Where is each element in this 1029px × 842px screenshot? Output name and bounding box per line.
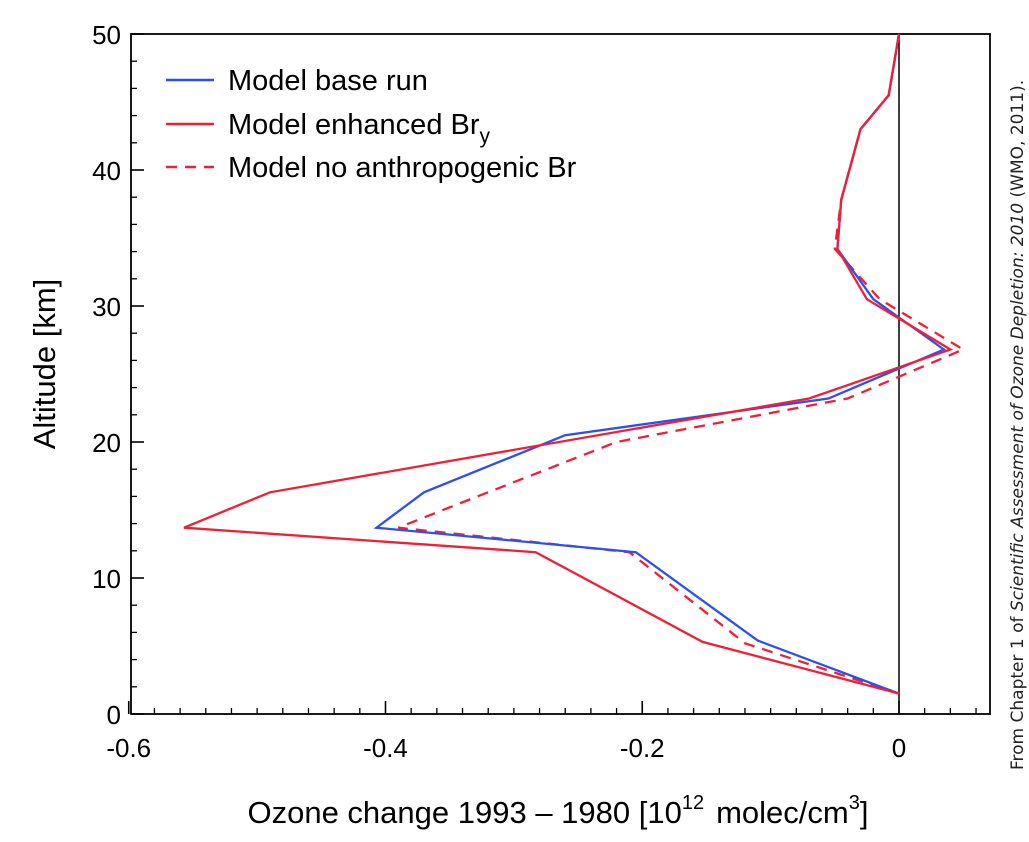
major-ticks bbox=[127, 33, 900, 715]
series-layer bbox=[183, 33, 966, 695]
x-tick-label: 0 bbox=[892, 733, 906, 763]
y-tick-label: 30 bbox=[92, 292, 121, 322]
legend-label-enhanced: Model enhanced Bry bbox=[228, 109, 491, 148]
source-credit: From Chapter 1 of Scientific Assessment … bbox=[1008, 80, 1028, 770]
x-tick-labels: -0.8-0.6-0.4-0.20 bbox=[106, 733, 906, 763]
legend-label-enhanced-sub: y bbox=[480, 125, 491, 148]
x-axis-title-end: ] bbox=[860, 795, 869, 830]
x-tick-label: -0.6 bbox=[106, 733, 151, 763]
x-axis-title-exponent: 12 bbox=[682, 792, 704, 814]
x-tick-label: -0.2 bbox=[620, 733, 665, 763]
x-axis-title: Ozone change 1993 – 1980 [1012 molec/cm3] bbox=[247, 792, 868, 830]
y-axis-title: Altitude [km] bbox=[27, 279, 62, 450]
legend-label-no-anthropogenic: Model no anthropogenic Br bbox=[228, 152, 577, 184]
credit-prefix: From Chapter 1 of bbox=[1008, 611, 1028, 770]
legend-label-base: Model base run bbox=[228, 65, 428, 97]
y-tick-label: 10 bbox=[92, 564, 121, 594]
y-tick-label: 40 bbox=[92, 156, 121, 186]
legend: Model base run Model enhanced Bry Model … bbox=[166, 65, 577, 184]
series-line-1 bbox=[183, 33, 954, 695]
plot-frame bbox=[130, 33, 991, 715]
legend-label-enhanced-text: Model enhanced Br bbox=[228, 109, 480, 141]
minor-ticks bbox=[131, 60, 977, 714]
x-axis-title-main: Ozone change 1993 – 1980 [10 bbox=[247, 795, 681, 830]
y-tick-label: 50 bbox=[92, 20, 121, 50]
y-tick-labels: 0 10 20 30 40 50 bbox=[92, 20, 121, 730]
credit-title: Scientific Assessment of Ozone Depletion… bbox=[1008, 203, 1028, 611]
y-tick-label: 0 bbox=[107, 700, 121, 730]
x-axis-title-unit-exponent: 3 bbox=[849, 792, 860, 814]
credit-suffix: (WMO, 2011). bbox=[1008, 80, 1028, 203]
x-tick-label: -0.4 bbox=[363, 733, 408, 763]
y-tick-label: 20 bbox=[92, 428, 121, 458]
x-axis-title-unit: molec/cm bbox=[716, 795, 849, 830]
